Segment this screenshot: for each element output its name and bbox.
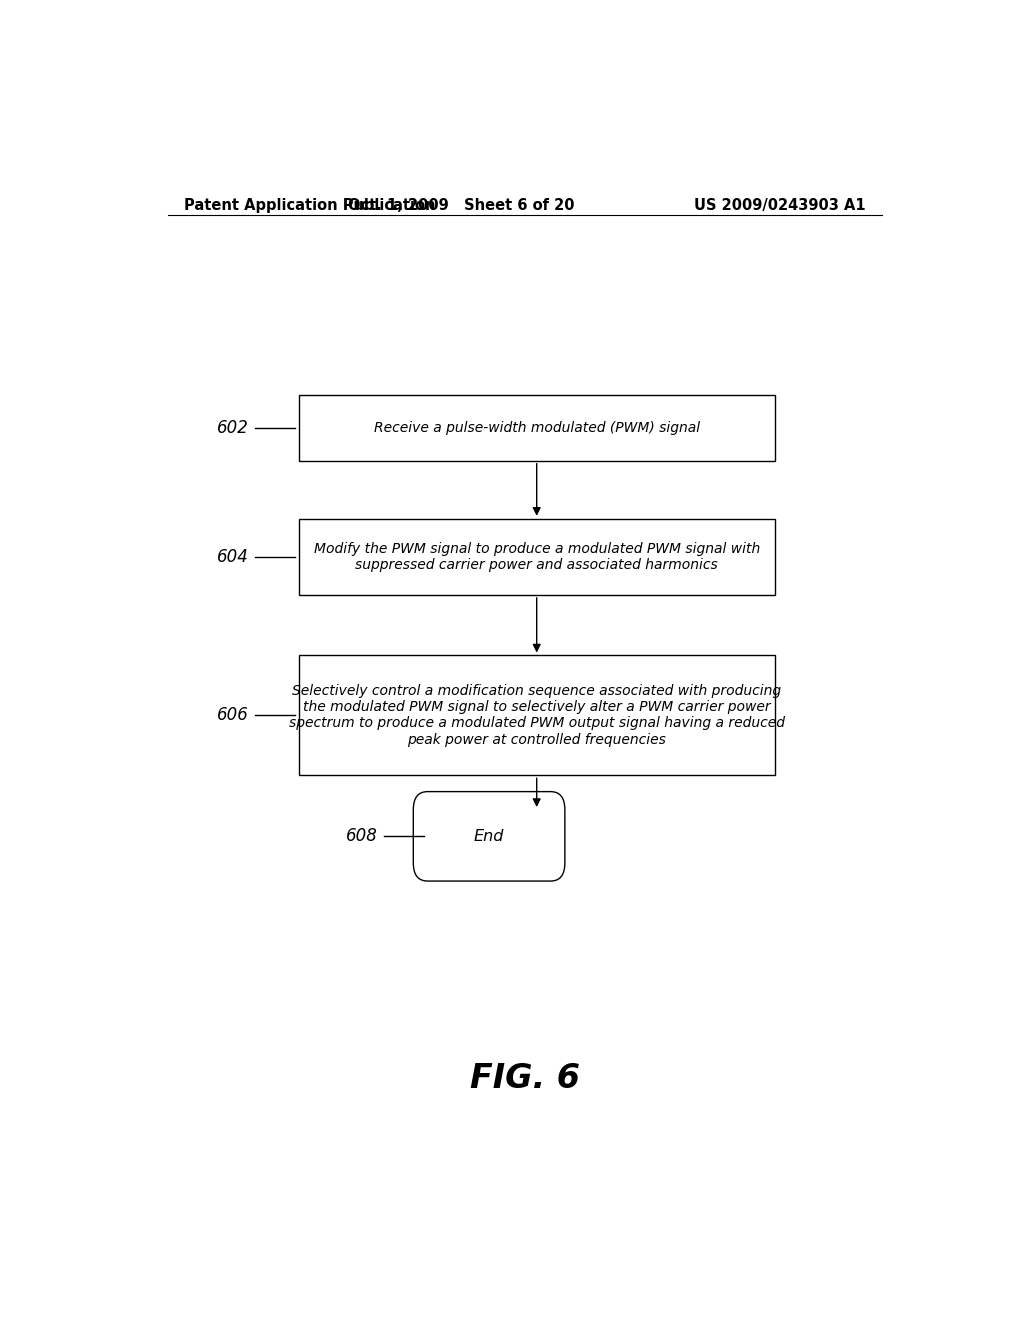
Text: 604: 604	[217, 548, 249, 566]
Text: Modify the PWM signal to produce a modulated PWM signal with
suppressed carrier : Modify the PWM signal to produce a modul…	[313, 541, 760, 572]
Text: Selectively control a modification sequence associated with producing
the modula: Selectively control a modification seque…	[289, 684, 784, 747]
Text: 608: 608	[346, 828, 378, 845]
Text: Patent Application Publication: Patent Application Publication	[183, 198, 435, 213]
Text: FIG. 6: FIG. 6	[470, 1061, 580, 1094]
Text: 602: 602	[217, 418, 249, 437]
FancyBboxPatch shape	[299, 519, 775, 595]
Text: 606: 606	[217, 706, 249, 725]
FancyBboxPatch shape	[299, 395, 775, 461]
Text: End: End	[474, 829, 504, 843]
Text: US 2009/0243903 A1: US 2009/0243903 A1	[694, 198, 866, 213]
Text: Oct. 1, 2009   Sheet 6 of 20: Oct. 1, 2009 Sheet 6 of 20	[348, 198, 574, 213]
Text: Receive a pulse-width modulated (PWM) signal: Receive a pulse-width modulated (PWM) si…	[374, 421, 699, 434]
FancyBboxPatch shape	[299, 656, 775, 775]
FancyBboxPatch shape	[414, 792, 565, 880]
